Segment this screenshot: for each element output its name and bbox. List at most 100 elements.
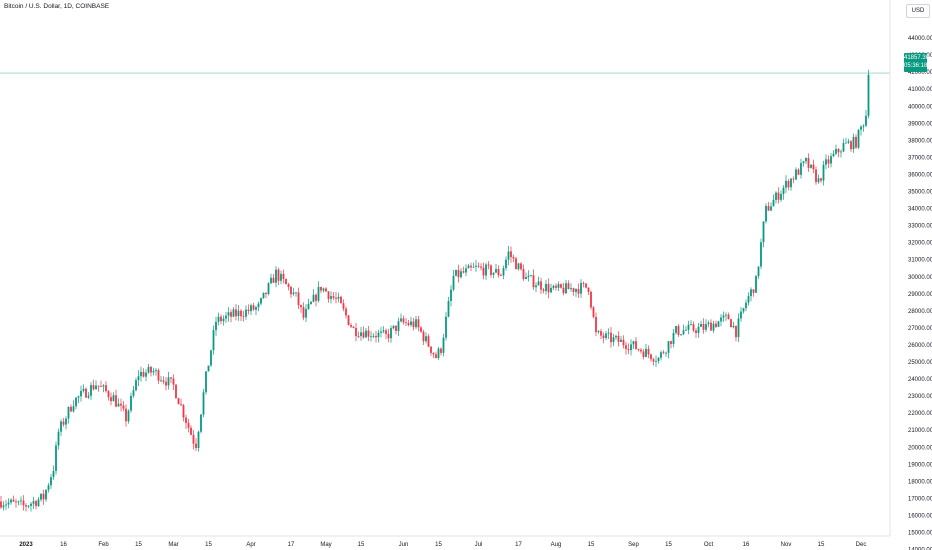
candle[interactable] — [155, 367, 157, 376]
candle[interactable] — [60, 419, 62, 436]
candle[interactable] — [500, 273, 502, 276]
candle[interactable] — [50, 473, 52, 489]
candle[interactable] — [442, 333, 445, 357]
candle[interactable] — [432, 352, 435, 359]
candle[interactable] — [510, 246, 512, 263]
candle[interactable] — [505, 256, 507, 271]
candle[interactable] — [45, 488, 47, 502]
candle[interactable] — [405, 317, 407, 326]
candle[interactable] — [452, 270, 455, 292]
candle[interactable] — [280, 270, 282, 285]
candle[interactable] — [37, 497, 40, 508]
candle[interactable] — [285, 278, 287, 285]
candle[interactable] — [455, 269, 457, 277]
candle[interactable] — [750, 287, 752, 302]
candle[interactable] — [865, 109, 867, 128]
candle[interactable] — [680, 334, 682, 336]
candle[interactable] — [375, 330, 377, 343]
candle[interactable] — [410, 316, 412, 327]
candle[interactable] — [507, 246, 510, 266]
candle[interactable] — [65, 416, 67, 430]
candle[interactable] — [175, 383, 177, 399]
candle[interactable] — [622, 335, 625, 349]
candle[interactable] — [830, 153, 832, 168]
candle[interactable] — [105, 381, 107, 393]
candle[interactable] — [472, 262, 475, 268]
candle[interactable] — [710, 319, 712, 331]
candle[interactable] — [537, 276, 540, 286]
candle[interactable] — [350, 322, 352, 328]
candle[interactable] — [245, 305, 247, 320]
candle[interactable] — [75, 396, 77, 409]
candle[interactable] — [697, 322, 700, 338]
candle[interactable] — [145, 369, 147, 382]
candle[interactable] — [425, 332, 427, 344]
candle[interactable] — [235, 304, 237, 321]
candle[interactable] — [760, 238, 762, 269]
candle[interactable] — [55, 441, 57, 475]
candle[interactable] — [515, 256, 517, 270]
candle[interactable] — [705, 319, 707, 333]
candle[interactable] — [337, 292, 340, 303]
candle[interactable] — [2, 501, 5, 511]
candle[interactable] — [320, 286, 322, 294]
candle[interactable] — [725, 312, 727, 321]
candle[interactable] — [492, 272, 495, 279]
candle[interactable] — [170, 377, 172, 384]
candle[interactable] — [577, 283, 580, 298]
currency-button[interactable]: USD — [906, 4, 930, 18]
candle[interactable] — [57, 428, 60, 450]
candle[interactable] — [392, 325, 395, 330]
candle[interactable] — [112, 392, 115, 402]
candle[interactable] — [352, 326, 355, 329]
candle[interactable] — [800, 158, 802, 179]
candle[interactable] — [317, 281, 320, 303]
candle[interactable] — [565, 280, 567, 294]
candle[interactable] — [855, 134, 857, 149]
candle[interactable] — [735, 325, 737, 342]
candle[interactable] — [162, 376, 165, 385]
candle[interactable] — [742, 307, 745, 314]
candle[interactable] — [157, 368, 160, 384]
candle[interactable] — [95, 380, 97, 390]
candle[interactable] — [630, 339, 632, 356]
candle[interactable] — [457, 264, 460, 283]
candle[interactable] — [722, 311, 725, 322]
candle[interactable] — [15, 498, 17, 508]
candle[interactable] — [642, 349, 645, 360]
candle[interactable] — [525, 272, 527, 280]
candle[interactable] — [312, 289, 315, 303]
candle[interactable] — [395, 325, 397, 335]
candle[interactable] — [12, 495, 15, 502]
candle[interactable] — [542, 287, 545, 294]
candle[interactable] — [325, 287, 327, 292]
candle[interactable] — [17, 500, 20, 506]
candle[interactable] — [520, 262, 522, 271]
candle[interactable] — [475, 259, 477, 272]
candle[interactable] — [225, 311, 227, 323]
candle[interactable] — [82, 384, 85, 393]
candle[interactable] — [567, 280, 570, 290]
candle[interactable] — [647, 345, 650, 359]
candle[interactable] — [767, 202, 770, 212]
candle[interactable] — [282, 269, 285, 284]
candle[interactable] — [402, 315, 405, 325]
candle[interactable] — [212, 325, 215, 355]
candle[interactable] — [487, 261, 490, 270]
candle[interactable] — [427, 333, 430, 348]
candle[interactable] — [717, 320, 720, 328]
candle[interactable] — [190, 425, 192, 436]
candle[interactable] — [355, 322, 357, 342]
candle[interactable] — [7, 498, 10, 509]
candle[interactable] — [377, 329, 380, 343]
candle[interactable] — [570, 283, 572, 292]
candle[interactable] — [790, 177, 792, 191]
candle[interactable] — [860, 125, 862, 136]
candle[interactable] — [70, 404, 72, 413]
candle[interactable] — [305, 304, 307, 322]
candle[interactable] — [545, 279, 547, 295]
candle[interactable] — [775, 191, 777, 204]
candle[interactable] — [247, 304, 250, 315]
candle[interactable] — [787, 179, 790, 191]
candle[interactable] — [587, 287, 590, 295]
